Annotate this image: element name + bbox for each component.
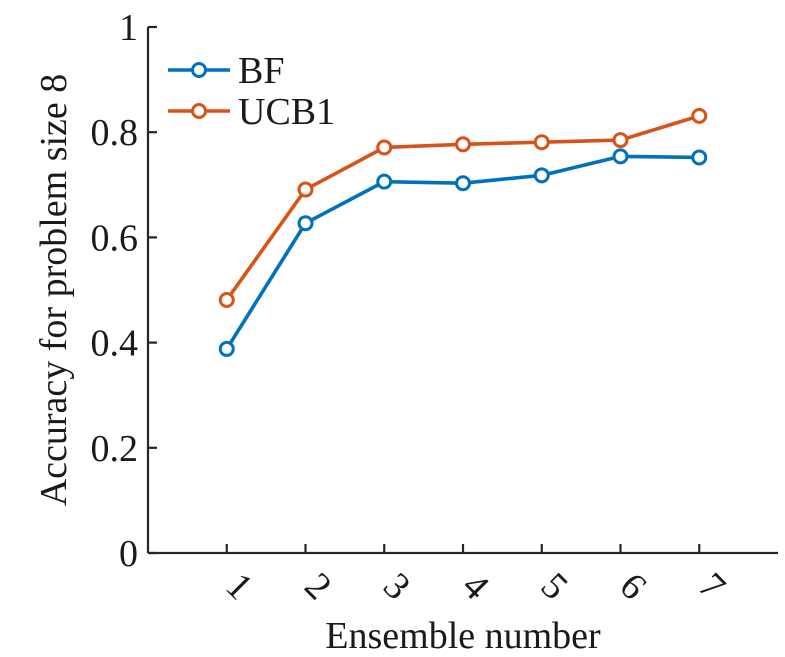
x-tick-label: 4 — [454, 565, 497, 608]
legend-marker — [191, 62, 207, 78]
series-bf — [218, 148, 708, 357]
legend-item: UCB1 — [168, 91, 335, 133]
y-tick-label: 0.8 — [91, 112, 139, 154]
y-tick-label: 0.2 — [91, 428, 139, 470]
x-tick-label: 6 — [611, 565, 654, 608]
x-tick-label: 1 — [218, 565, 261, 608]
data-point — [455, 136, 471, 153]
y-ticks: 0 0.2 0.4 0.6 0.8 1 — [91, 7, 157, 575]
data-point — [218, 291, 235, 308]
y-axis-title: Accuracy for problem size 8 — [33, 74, 75, 507]
y-tick-label: 1 — [119, 7, 138, 49]
data-point — [376, 139, 393, 156]
data-point — [297, 181, 314, 198]
legend-label: BF — [238, 50, 284, 92]
legend-label: UCB1 — [238, 91, 335, 133]
data-point — [376, 173, 393, 190]
x-axis-title: Ensemble number — [325, 615, 601, 657]
data-point — [612, 132, 629, 149]
data-point — [691, 107, 708, 124]
data-point — [455, 175, 471, 192]
x-tick-label: 7 — [690, 565, 733, 608]
data-point — [297, 215, 314, 232]
x-tick-label: 5 — [533, 565, 576, 608]
data-point — [533, 134, 550, 151]
data-point — [612, 148, 629, 165]
y-tick-label: 0.6 — [91, 217, 139, 259]
y-tick-label: 0 — [119, 533, 138, 575]
legend-item: BF — [168, 50, 284, 92]
legend-marker — [191, 103, 207, 119]
x-tick-label: 2 — [296, 565, 339, 608]
data-point — [533, 167, 550, 184]
x-tick-label: 3 — [375, 565, 418, 608]
y-tick-label: 0.4 — [91, 323, 139, 365]
data-point — [691, 149, 708, 166]
series-layer — [218, 107, 708, 357]
data-point — [218, 340, 235, 357]
series-ucb1 — [218, 107, 708, 308]
